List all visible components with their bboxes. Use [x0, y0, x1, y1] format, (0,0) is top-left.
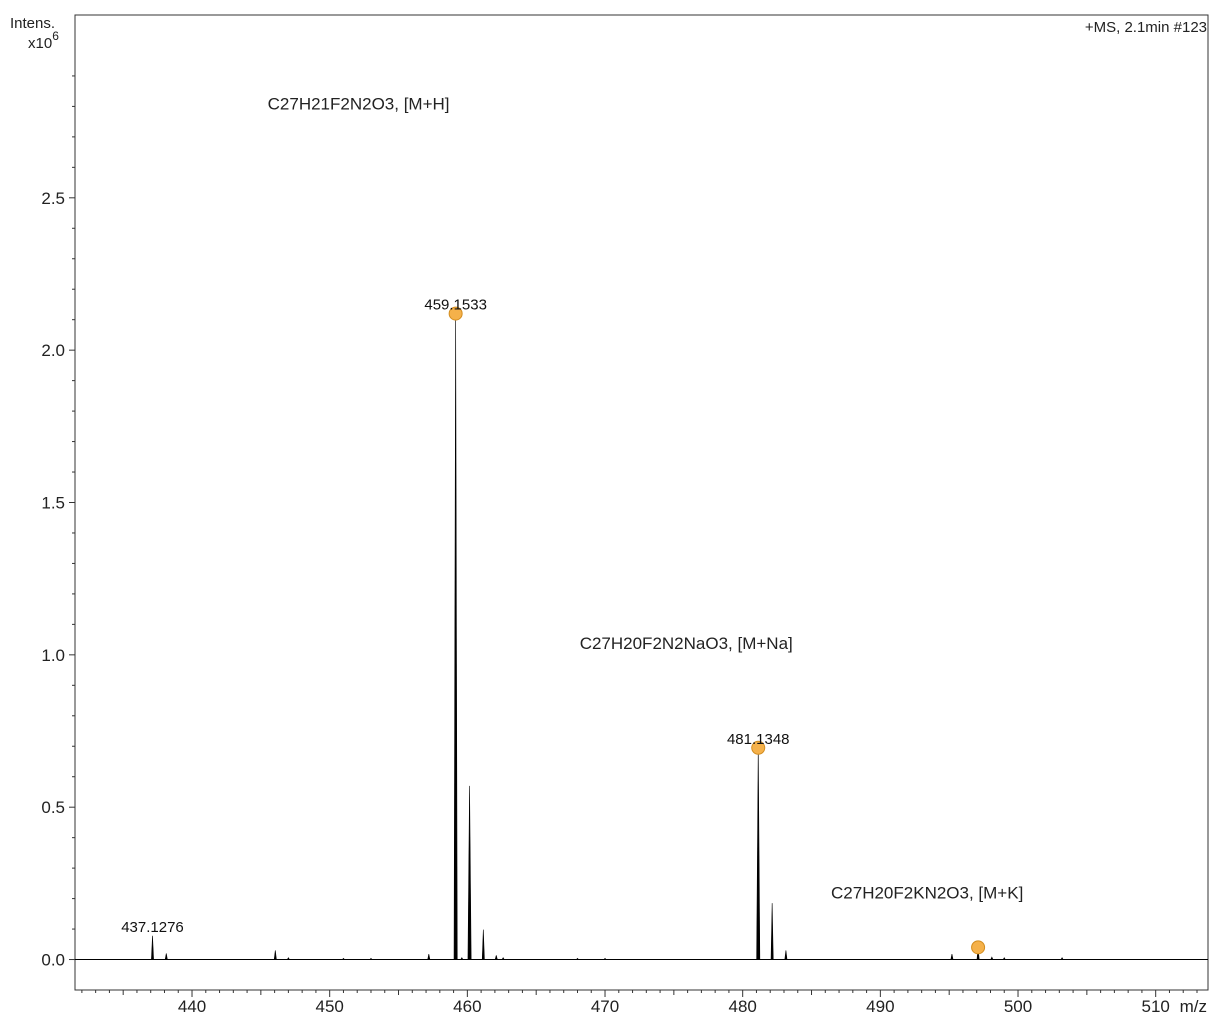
spectrum-peak [460, 957, 464, 960]
x-tick-label: 510 [1141, 997, 1169, 1016]
spectrum-peak [341, 957, 346, 960]
spectrum-peak [1060, 957, 1064, 960]
x-tick-label: 500 [1004, 997, 1032, 1016]
spectrum-info: +MS, 2.1min #123 [1085, 19, 1207, 36]
spectrum-peak [950, 953, 954, 960]
x-tick-label: 460 [453, 997, 481, 1016]
spectrum-peak [164, 953, 168, 960]
peak-labels: 437.1276 459.1533 481.1348 [121, 297, 789, 936]
peak-marker [448, 306, 463, 321]
y-axis-ticks: 0.0 0.5 1.0 1.5 2.0 2.5 [41, 75, 75, 970]
peak-marker [751, 740, 766, 755]
y-axis-scale-exponent: 6 [52, 29, 59, 43]
peak-label: 459.1533 [424, 297, 487, 314]
peak-label: 437.1276 [121, 919, 184, 936]
formula-annotation: C27H21F2N2O3, [M+H] [268, 94, 450, 113]
spectrum-peak [1002, 957, 1006, 960]
spectrum-peak [481, 929, 485, 960]
spectrum-peak [273, 950, 277, 960]
x-axis-ticks: 440 450 460 470 480 490 500 510 [81, 990, 1198, 1016]
spectrum-peaks [151, 313, 1064, 960]
y-tick-label: 1.0 [41, 646, 65, 665]
y-tick-label: 0.0 [41, 951, 65, 970]
spectrum-peak [756, 747, 761, 960]
spectrum-peak [494, 955, 498, 960]
x-tick-label: 480 [728, 997, 756, 1016]
formula-annotations: C27H21F2N2O3, [M+H] C27H20F2N2NaO3, [M+Na… [268, 94, 1024, 902]
x-axis-label: m/z [1180, 997, 1207, 1016]
formula-annotation: C27H20F2KN2O3, [M+K] [831, 884, 1023, 903]
peak-markers [448, 306, 986, 955]
spectrum-peak [575, 957, 580, 960]
y-axis-scale: x106 [28, 29, 59, 52]
spectrum-peak [427, 953, 431, 960]
spectrum-peak [770, 903, 774, 960]
x-tick-label: 450 [315, 997, 343, 1016]
y-tick-label: 2.0 [41, 341, 65, 360]
spectrum-peak [467, 785, 472, 960]
spectrum-peak [784, 950, 788, 960]
x-tick-label: 490 [866, 997, 894, 1016]
formula-annotation: C27H20F2N2NaO3, [M+Na] [580, 634, 793, 653]
spectrum-peak [501, 957, 505, 960]
peak-marker [971, 940, 986, 955]
y-tick-label: 0.5 [41, 798, 65, 817]
y-axis-label: Intens. [10, 15, 55, 32]
plot-frame [74, 14, 1209, 991]
spectrum-peak [151, 935, 154, 960]
spectrum-peak [286, 957, 291, 960]
x-tick-label: 470 [591, 997, 619, 1016]
y-tick-label: 2.5 [41, 189, 65, 208]
spectrum-peak [453, 313, 458, 960]
y-tick-label: 1.5 [41, 494, 65, 513]
peak-label: 481.1348 [727, 731, 790, 748]
spectrum-peak [369, 957, 373, 960]
x-tick-label: 440 [178, 997, 206, 1016]
spectrum-peak [603, 957, 607, 960]
spectrum-peak [990, 956, 994, 960]
